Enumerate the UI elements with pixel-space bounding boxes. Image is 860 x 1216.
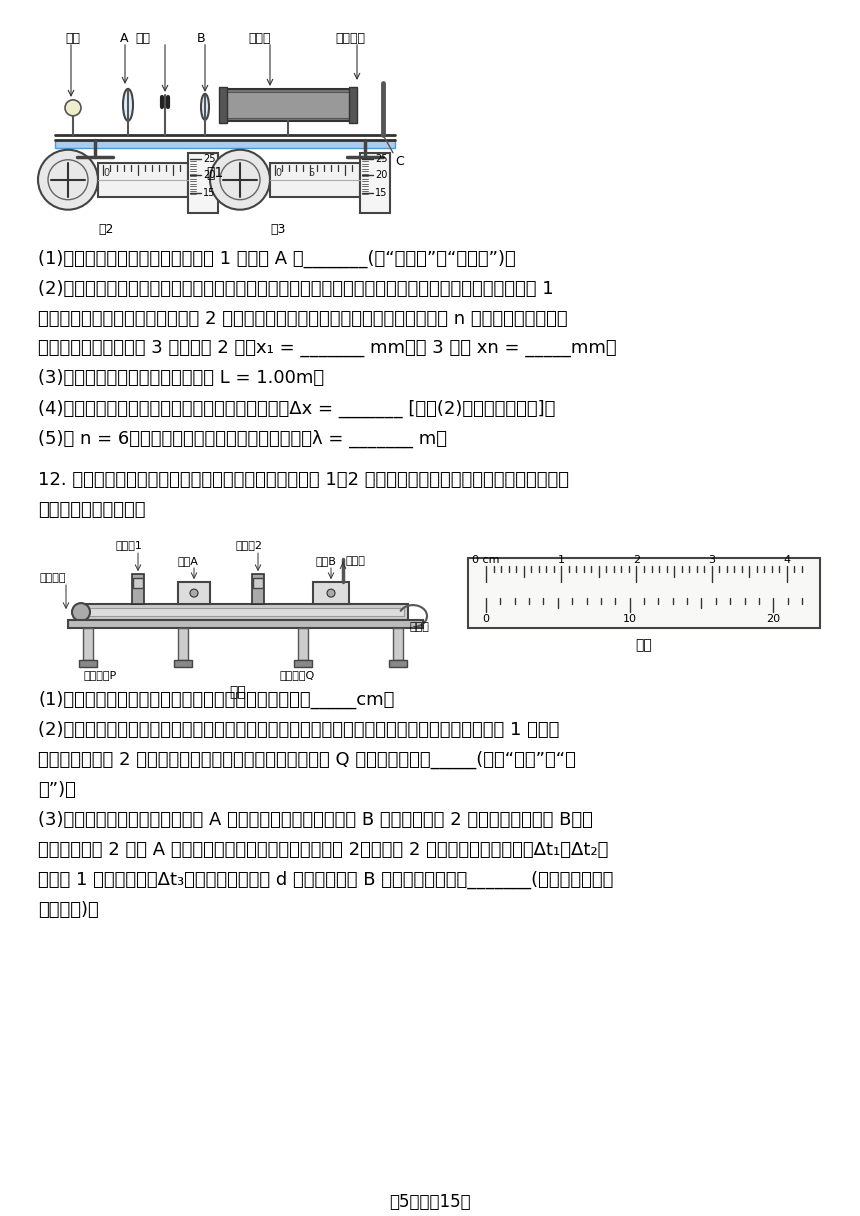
Bar [83, 627, 93, 660]
Text: (2)接通气源后，给导轨上的滑块一个初速度，使它从轨道最左端向右运动，发现滑块通过光电门 1 的时间: (2)接通气源后，给导轨上的滑块一个初速度，使它从轨道最左端向右运动，发现滑块通… [38, 721, 559, 739]
Text: 過光条: 過光条 [345, 556, 365, 567]
Text: (2)用测量头测量条纹间的距离：先将测量头的分划板中心刻线与某亮条纹中心对齐，将该亮条纹定为第 1: (2)用测量头测量条纹间的距离：先将测量头的分划板中心刻线与某亮条纹中心对齐，将… [38, 280, 554, 298]
Text: 光电门2: 光电门2 [236, 540, 263, 550]
Text: 20: 20 [375, 170, 387, 180]
Text: 连气源: 连气源 [410, 623, 430, 632]
Text: (1)为了使射向单缝的光更集中，图 1 中仳器 A 是_______(填“凹透镜”或“凸透镜”)。: (1)为了使射向单缝的光更集中，图 1 中仳器 A 是_______(填“凹透镜… [38, 249, 516, 268]
Text: 光条。实验步骤如下：: 光条。实验步骤如下： [38, 501, 145, 519]
Text: 滑块B: 滑块B [315, 556, 336, 567]
Text: 光电门 1 记录的时间为Δt₃，過光条的宽度用 d 表示，则滑块 B 碎后的速度大小为_______(用所测物理量的: 光电门 1 记录的时间为Δt₃，過光条的宽度用 d 表示，则滑块 B 碎后的速度… [38, 871, 613, 889]
Text: 光源: 光源 [65, 32, 80, 45]
Text: 0 cm: 0 cm [472, 556, 500, 565]
Text: C: C [395, 154, 403, 168]
Circle shape [38, 150, 98, 209]
Text: (3)用刻度尺测量双缝到光屏的距离 L = 1.00m。: (3)用刻度尺测量双缝到光屏的距离 L = 1.00m。 [38, 370, 324, 388]
Circle shape [210, 150, 270, 209]
Text: 20: 20 [766, 614, 780, 624]
Bar [68, 620, 423, 627]
Text: 4: 4 [783, 556, 790, 565]
Bar [219, 86, 227, 123]
Text: 图乙: 图乙 [636, 638, 653, 652]
Text: 0: 0 [103, 168, 109, 178]
Bar [298, 627, 308, 660]
Bar [349, 86, 357, 123]
Bar [360, 153, 390, 213]
Text: 图3: 图3 [270, 223, 286, 236]
Text: 调节旋鈕Q: 调节旋鈕Q [279, 670, 314, 680]
Ellipse shape [123, 89, 133, 120]
Text: 调节旋鈕P: 调节旋鈕P [83, 670, 116, 680]
Bar [174, 660, 192, 668]
Text: A: A [120, 32, 128, 45]
Text: 5: 5 [308, 168, 314, 178]
Text: 气庹导轨: 气庹导轨 [40, 573, 66, 584]
Text: (1)用游标卡尺测得過光条的宽度如图乙所示，其读数为_____cm。: (1)用游标卡尺测得過光条的宽度如图乙所示，其读数为_____cm。 [38, 691, 395, 709]
Text: 20: 20 [203, 170, 215, 180]
Text: 0: 0 [275, 168, 281, 178]
Bar [468, 558, 820, 627]
Text: B: B [197, 32, 206, 45]
Text: (4)根据以上实验，求相邻两条亮纹间距的表达式为Δx = _______ [用第(2)问中的字母表示]。: (4)根据以上实验，求相邻两条亮纹间距的表达式为Δx = _______ [用第… [38, 399, 556, 417]
Text: 15: 15 [203, 187, 215, 198]
Text: 条亮条纹，此时手轮上的示数如图 2 所示；然后转动测量头，使分划板中心刻线与第 n 条亮条纹中心对齐，: 条亮条纹，此时手轮上的示数如图 2 所示；然后转动测量头，使分划板中心刻线与第 … [38, 310, 568, 327]
Bar [226, 92, 350, 118]
Bar [98, 163, 188, 197]
Bar [132, 574, 144, 604]
Text: 大于通过光电门 2 的时间。为使导轨水平，可旋转调节旋鈕 Q 使轨道右端适当_____(选填“升高”或“降: 大于通过光电门 2 的时间。为使导轨水平，可旋转调节旋鈕 Q 使轨道右端适当__… [38, 750, 576, 770]
Text: 滑块A: 滑块A [178, 556, 199, 567]
Text: 25: 25 [203, 153, 216, 164]
Bar [55, 140, 395, 148]
Text: 图2: 图2 [98, 223, 114, 236]
Text: 25: 25 [375, 153, 388, 164]
Bar [294, 660, 312, 668]
Bar [79, 660, 97, 668]
Text: (3)正确调整气庹导轨后，将滑块 A 静置于两光电门之间，滑块 B 静置于光电门 2 右侧，水平向左推 B，使: (3)正确调整气庹导轨后，将滑块 A 静置于两光电门之间，滑块 B 静置于光电门… [38, 811, 593, 829]
Text: 毛玻璃屏: 毛玻璃屏 [335, 32, 365, 45]
Text: 单缝: 单缝 [135, 32, 150, 45]
Text: 10: 10 [623, 614, 636, 624]
Bar [253, 578, 263, 589]
Text: 15: 15 [375, 187, 387, 198]
Bar [252, 574, 264, 604]
Text: 0: 0 [482, 614, 489, 624]
Text: 符号表示)。: 符号表示)。 [38, 901, 99, 918]
Bar [87, 608, 404, 617]
Bar [223, 89, 353, 120]
Circle shape [327, 589, 335, 597]
Text: 低”)。: 低”)。 [38, 781, 76, 799]
Text: 此时手轮上的示数如图 3 所示。图 2 读数x₁ = _______ mm，图 3 读数 xn = _____mm。: 此时手轮上的示数如图 3 所示。图 2 读数x₁ = _______ mm，图 … [38, 339, 617, 358]
Text: 图1: 图1 [206, 164, 224, 179]
Circle shape [65, 100, 81, 116]
Text: 3: 3 [709, 556, 716, 565]
Text: 1: 1 [558, 556, 565, 565]
Bar [393, 627, 403, 660]
Bar [83, 604, 408, 620]
Bar [188, 153, 218, 213]
Bar [178, 627, 188, 660]
Text: 12. 图甲是验证动量守恒定律的装置，气庹导轨上安装了 1、2 两个光电门，两滑块上固定有相同的竖直過: 12. 图甲是验证动量守恒定律的装置，气庹导轨上安装了 1、2 两个光电门，两滑… [38, 472, 569, 489]
Bar [178, 582, 210, 604]
Bar [389, 660, 407, 668]
Bar [270, 163, 360, 197]
Text: 2: 2 [633, 556, 640, 565]
Text: 光电门1: 光电门1 [116, 540, 143, 550]
Text: 其经过光电门 2 后与 A 发生碰撞且被弹回，再次经过光电门 2。光电门 2 先后记录的时间分别为Δt₁、Δt₂，: 其经过光电门 2 后与 A 发生碰撞且被弹回，再次经过光电门 2。光电门 2 先… [38, 840, 608, 858]
Ellipse shape [201, 94, 209, 120]
Text: 图甲: 图甲 [230, 685, 246, 699]
Bar [133, 578, 143, 589]
Circle shape [190, 589, 198, 597]
Text: (5)若 n = 6，根据以上实验数据，该单色光的波长λ = _______ m。: (5)若 n = 6，根据以上实验数据，该单色光的波长λ = _______ m… [38, 429, 447, 447]
Bar [313, 582, 349, 604]
Text: 過光筒: 過光筒 [248, 32, 271, 45]
Circle shape [72, 603, 90, 621]
Text: 第5页，內15页: 第5页，內15页 [390, 1193, 470, 1211]
